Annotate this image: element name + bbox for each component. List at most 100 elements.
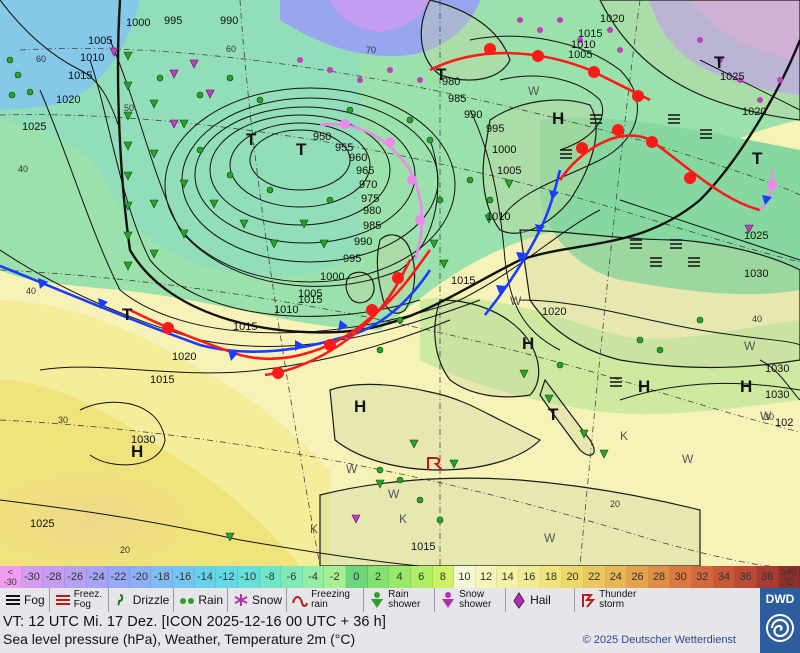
warm-front-atlantic bbox=[129, 249, 432, 360]
isobar-label: 1025 bbox=[720, 71, 744, 83]
coastlines bbox=[319, 0, 800, 566]
k-marker: K bbox=[399, 512, 407, 526]
scale-cell: -10 bbox=[237, 566, 260, 588]
fog-symbols bbox=[560, 114, 712, 387]
scale-cell: -4 bbox=[302, 566, 325, 588]
fog-icon bbox=[6, 595, 20, 605]
scale-cell: < -30 bbox=[0, 566, 22, 588]
isobar-label: 950 bbox=[313, 131, 331, 143]
scandinavia bbox=[482, 99, 597, 234]
thunderstorm-symbol bbox=[427, 457, 443, 471]
scale-cell: 4 bbox=[389, 566, 411, 588]
legend-item-snow: Snow bbox=[228, 588, 288, 612]
isobar-label: 1005 bbox=[497, 165, 521, 177]
low-center: T bbox=[548, 405, 559, 424]
wind-marker: W bbox=[528, 84, 540, 98]
scale-cell: -8 bbox=[259, 566, 282, 588]
isobar-label: 1015 bbox=[451, 275, 475, 287]
isobar-label: 995 bbox=[164, 15, 182, 27]
isobar-label: 1000 bbox=[126, 17, 150, 29]
high-center: H bbox=[522, 334, 534, 353]
lat-label: 20 bbox=[120, 545, 130, 555]
cold-front-scandinavia bbox=[483, 169, 562, 316]
scale-cell: -28 bbox=[43, 566, 65, 588]
isobar-label: 975 bbox=[361, 193, 379, 205]
rain-symbols bbox=[6, 56, 704, 524]
scale-cell: 30 bbox=[670, 566, 692, 588]
isobar-label: 1005 bbox=[88, 35, 112, 47]
legend-label: Fog bbox=[24, 593, 45, 607]
legend-item-rain-shower: Rain shower bbox=[364, 588, 436, 612]
legend-item-drizzle: Drizzle bbox=[109, 588, 175, 612]
lat-label: 40 bbox=[752, 314, 762, 324]
lat-label: 70 bbox=[366, 45, 376, 55]
high-center: H bbox=[740, 377, 752, 396]
lat-label: 30 bbox=[764, 412, 774, 422]
isobar-label: 1010 bbox=[274, 304, 298, 316]
occluded-front-symbols bbox=[340, 119, 777, 225]
cold-zone-west bbox=[0, 0, 140, 110]
north-africa bbox=[319, 477, 701, 566]
legend-label: Snow shower bbox=[459, 589, 492, 610]
isobar-label: 1025 bbox=[744, 230, 768, 242]
wind-marker: W bbox=[388, 487, 400, 501]
legend-item-freezing-rain: Freezing rain bbox=[287, 588, 365, 612]
mild-zone bbox=[420, 297, 800, 415]
high-center: H bbox=[131, 442, 143, 461]
isobar-label: 990 bbox=[464, 109, 482, 121]
isobar-label: 1005 bbox=[298, 288, 322, 300]
isobar-label: 990 bbox=[220, 15, 238, 27]
drizzle-icon bbox=[116, 594, 123, 606]
scale-cell: 2 bbox=[367, 566, 390, 588]
scale-cell: 34 bbox=[713, 566, 736, 588]
scale-cell: 28 bbox=[648, 566, 671, 588]
dwd-logo: DWD bbox=[760, 588, 800, 653]
snow-icon bbox=[234, 594, 248, 606]
scale-cell: 0 bbox=[346, 566, 368, 588]
lat-label: 50 bbox=[124, 103, 134, 113]
snow-symbols bbox=[297, 17, 783, 103]
scale-cell: 12 bbox=[475, 566, 498, 588]
scale-cell: 22 bbox=[583, 566, 606, 588]
isobar-label: 980 bbox=[363, 205, 381, 217]
isobar-labels: 1000 995 990 1005 1010 1015 1020 1025 10… bbox=[22, 13, 793, 553]
isobars bbox=[0, 0, 800, 566]
isobar-label: 1025 bbox=[22, 121, 46, 133]
k-marker: K bbox=[310, 522, 318, 536]
isobar-label: 1020 bbox=[56, 94, 80, 106]
isobar-label: 995 bbox=[343, 253, 361, 265]
legend-item-fog: Fog bbox=[0, 588, 50, 612]
legend-label: Thunder storm bbox=[599, 589, 637, 610]
low-center: T bbox=[714, 53, 725, 72]
scale-cell: -22 bbox=[108, 566, 130, 588]
isobar-label: 1020 bbox=[542, 306, 566, 318]
weather-legend: Fog Freez. Fog Drizzle Rain Snow Freezin… bbox=[0, 588, 760, 612]
isobar-label: 1020 bbox=[600, 13, 624, 25]
wind-marker: W bbox=[744, 339, 756, 353]
snow-shower-symbols bbox=[109, 47, 754, 524]
lat-label: 60 bbox=[36, 54, 46, 64]
legend-item-rain: Rain bbox=[174, 588, 229, 612]
freezing-rain-icon bbox=[292, 596, 309, 607]
france bbox=[434, 299, 540, 398]
isobar-label: 102 bbox=[775, 417, 793, 429]
legend-item-hail: Hail bbox=[506, 588, 576, 612]
scale-cell: -12 bbox=[216, 566, 238, 588]
scale-cell: 8 bbox=[432, 566, 455, 588]
scale-cell: -20 bbox=[129, 566, 152, 588]
k-marker: K bbox=[620, 429, 628, 443]
legend-label: Snow bbox=[252, 593, 283, 607]
scale-cell: 26 bbox=[627, 566, 649, 588]
isobar-label: 1015 bbox=[298, 294, 322, 306]
hail-icon bbox=[513, 592, 525, 609]
wind-marker: W bbox=[544, 531, 556, 545]
isobar-label: 965 bbox=[356, 165, 374, 177]
low-center: T bbox=[122, 305, 133, 324]
scale-cell: 18 bbox=[540, 566, 563, 588]
rain-shower-symbols bbox=[123, 51, 609, 542]
legend-label: Rain shower bbox=[388, 589, 421, 610]
isobar-label: 1030 bbox=[765, 389, 789, 401]
high-center: H bbox=[354, 397, 366, 416]
legend-label: Freez. Fog bbox=[73, 589, 103, 610]
central-europe-zone bbox=[540, 117, 800, 295]
